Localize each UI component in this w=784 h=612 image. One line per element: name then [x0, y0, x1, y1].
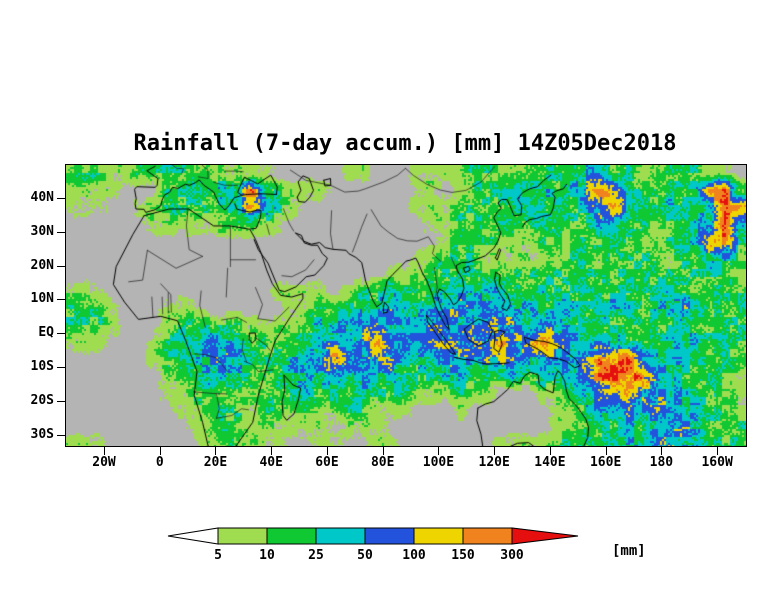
lat-tick-mark — [57, 197, 65, 199]
lon-tick-label: 160W — [701, 455, 733, 470]
colorbar — [167, 527, 579, 545]
lon-tick-mark — [326, 447, 328, 455]
lat-tick-mark — [57, 434, 65, 436]
colorbar-segment — [462, 527, 513, 545]
lon-tick-label: 40E — [259, 455, 283, 470]
lon-tick-label: 120E — [478, 455, 510, 470]
lon-tick-label: 160E — [589, 455, 622, 470]
lon-tick-label: 80E — [370, 455, 395, 470]
lon-tick-mark — [271, 447, 273, 455]
lat-tick-label: 10S — [30, 359, 54, 375]
lon-tick-label: 0 — [155, 455, 164, 470]
lat-tick-mark — [57, 400, 65, 402]
lon-tick-label: 100E — [422, 455, 455, 470]
lat-tick-label: 20S — [30, 392, 54, 408]
colorbar-segment — [364, 527, 415, 545]
colorbar-left-arrow — [167, 527, 219, 545]
colorbar-tick-label: 50 — [357, 548, 373, 563]
colorbar-tick-label: 5 — [214, 548, 222, 563]
colorbar-segment — [413, 527, 464, 545]
lon-tick-label: 20E — [203, 455, 228, 470]
colorbar-tick-label: 10 — [259, 548, 275, 563]
lon-tick-mark — [382, 447, 384, 455]
lon-tick-label: 140E — [534, 455, 566, 470]
lon-tick-mark — [159, 447, 161, 455]
rainfall-map-canvas — [66, 165, 746, 446]
lon-tick-label: 180 — [649, 455, 674, 470]
chart-title: Rainfall (7-day accum.) [mm] 14Z05Dec201… — [133, 131, 677, 156]
lon-tick-mark — [494, 447, 496, 455]
map-plot-area — [65, 164, 747, 447]
colorbar-tick-label: 300 — [500, 548, 524, 563]
lon-tick-label: 20W — [92, 455, 116, 470]
colorbar-segment — [217, 527, 268, 545]
lon-tick-mark — [717, 447, 719, 455]
lat-tick-mark — [57, 367, 65, 369]
lon-tick-label: 60E — [315, 455, 339, 470]
lat-tick-mark — [57, 299, 65, 301]
lat-tick-mark — [57, 333, 65, 335]
colorbar-tick-label: 100 — [402, 548, 426, 563]
lon-tick-mark — [438, 447, 440, 455]
colorbar-units-label: [mm] — [612, 543, 646, 559]
lat-tick-label: EQ — [38, 325, 54, 341]
lat-tick-label: 30N — [30, 223, 54, 239]
lon-tick-mark — [605, 447, 607, 455]
lon-tick-mark — [215, 447, 217, 455]
colorbar-segment — [266, 527, 317, 545]
lon-tick-mark — [549, 447, 551, 455]
lat-tick-mark — [57, 231, 65, 233]
colorbar-tick-label: 150 — [451, 548, 475, 563]
lat-tick-mark — [57, 265, 65, 267]
lon-tick-mark — [661, 447, 663, 455]
lat-tick-label: 30S — [30, 426, 54, 442]
lon-tick-mark — [104, 447, 106, 455]
lat-tick-label: 40N — [30, 189, 54, 205]
lat-tick-label: 10N — [30, 291, 54, 307]
colorbar-segment — [315, 527, 366, 545]
colorbar-right-arrow — [511, 527, 579, 545]
lat-tick-label: 20N — [30, 257, 54, 273]
colorbar-tick-label: 25 — [308, 548, 324, 563]
